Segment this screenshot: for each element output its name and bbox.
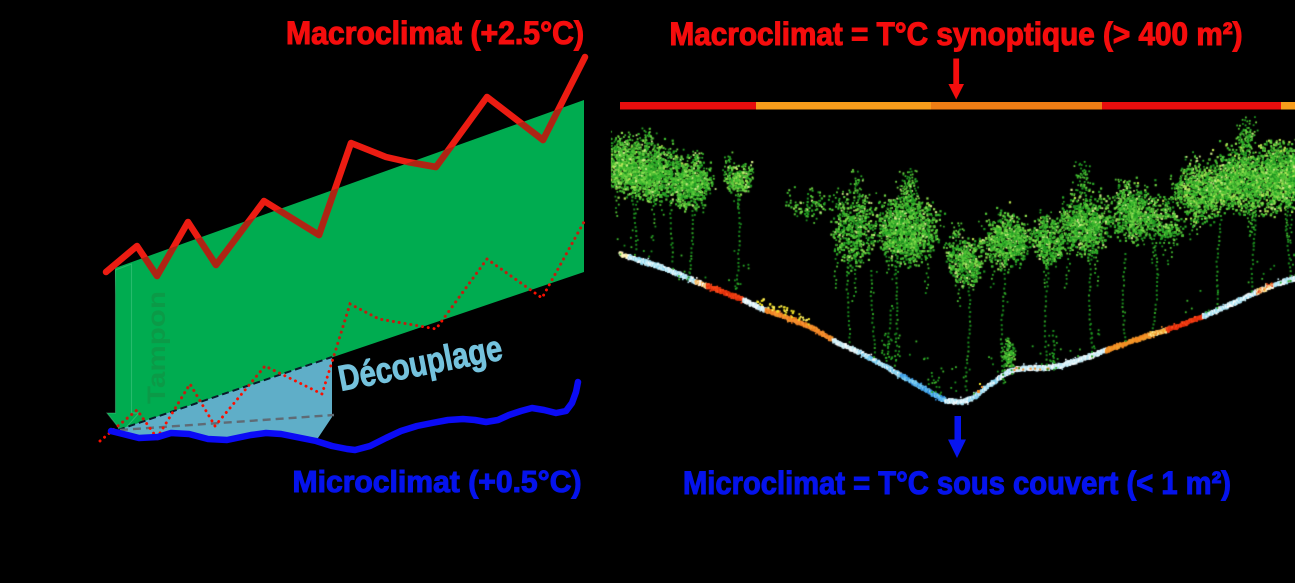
svg-text:Microclimat (+0.5°C): Microclimat (+0.5°C) [293, 464, 582, 499]
svg-text:Microclimat = T°C sous couvert: Microclimat = T°C sous couvert (< 1 m²) [683, 465, 1231, 501]
svg-text:Macroclimat = T°C synoptique (: Macroclimat = T°C synoptique (> 400 m²) [670, 16, 1243, 52]
svg-text:Macroclimat (+2.5°C): Macroclimat (+2.5°C) [286, 15, 584, 51]
svg-text:Tampon: Tampon [143, 291, 171, 404]
